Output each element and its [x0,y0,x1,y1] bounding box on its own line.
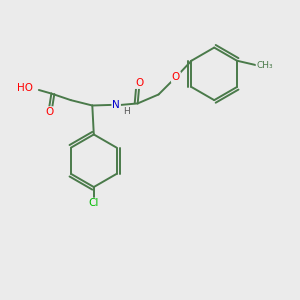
Text: O: O [135,78,143,88]
Text: O: O [172,72,180,82]
Text: HO: HO [17,83,34,93]
Text: CH₃: CH₃ [256,61,273,70]
Text: H: H [123,107,130,116]
Text: N: N [112,100,120,110]
Text: Cl: Cl [88,199,99,208]
Text: O: O [45,107,53,117]
